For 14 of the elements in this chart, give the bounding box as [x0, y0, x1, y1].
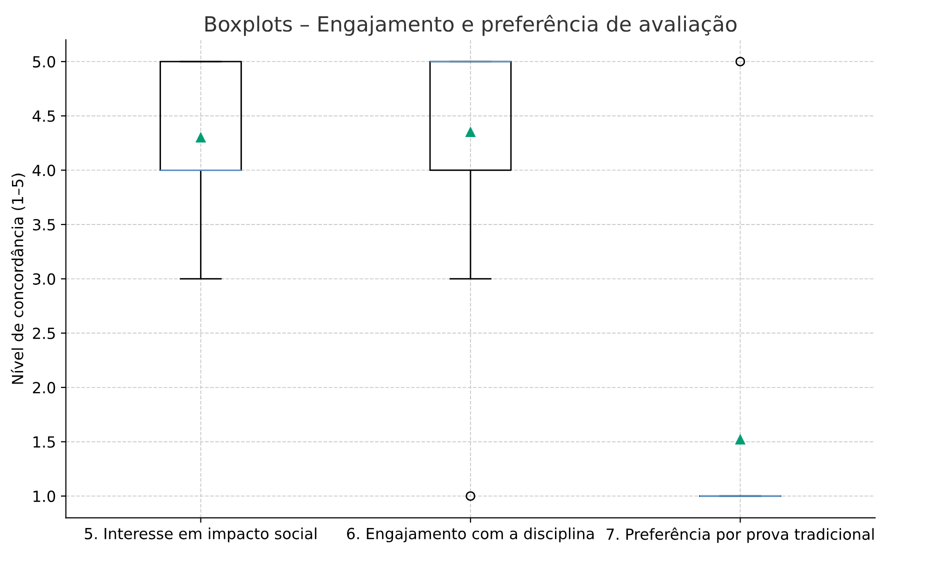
y-tick-label: 2.0	[32, 382, 56, 394]
y-tick-label: 5.0	[33, 56, 56, 68]
y-axis-title: Nível de concordância (1–5)	[10, 174, 26, 384]
y-tick-label: 3.0	[33, 273, 56, 285]
x-tick-label: 7. Preferência por prova tradicional	[606, 528, 874, 543]
x-tick-label: 5. Interesse em impacto social	[84, 528, 316, 542]
y-tick-label: 1.5	[34, 436, 55, 448]
y-tick-label: 1.0	[34, 490, 56, 502]
y-tick-label: 3.5	[33, 218, 55, 231]
x-tick-label: 6. Engajamento com a disciplina	[347, 528, 594, 542]
y-tick-label: 2.5	[32, 328, 55, 340]
y-tick-label: 4.0	[32, 164, 56, 176]
y-tick-label: 4.5	[32, 110, 55, 122]
chart-title: Boxplots – Engajamento e preferência de avaliação	[205, 14, 736, 36]
